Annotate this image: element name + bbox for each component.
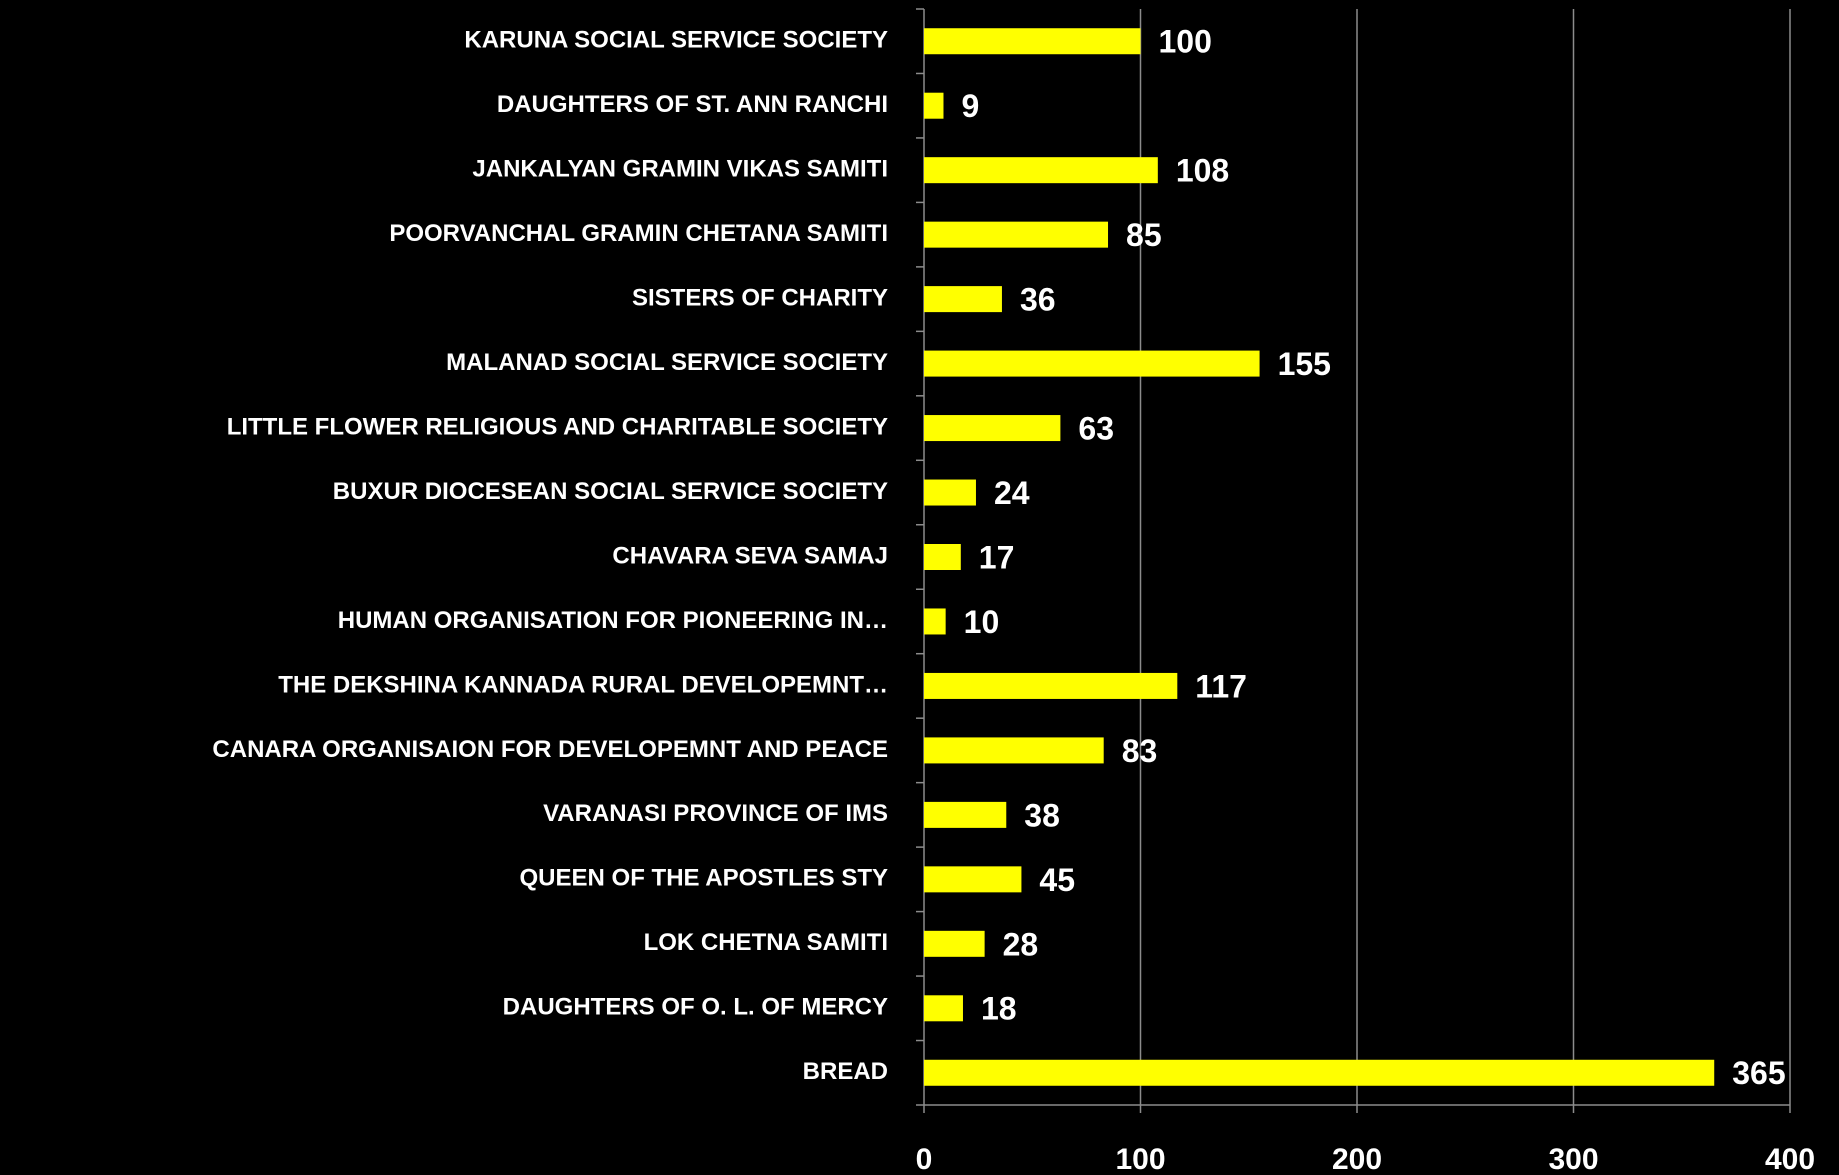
bar: [924, 286, 1002, 313]
value-label: 10: [964, 604, 1000, 640]
bar: [924, 672, 1178, 699]
y-tick-label: MALANAD SOCIAL SERVICE SOCIETY: [446, 349, 888, 376]
y-tick-label: POORVANCHAL GRAMIN CHETANA SAMITI: [389, 220, 888, 247]
value-label: 100: [1159, 24, 1212, 60]
bar: [924, 801, 1007, 828]
bar: [924, 737, 1104, 764]
value-label: 17: [979, 539, 1015, 575]
y-tick-label: DAUGHTERS OF O. L. OF MERCY: [503, 994, 888, 1021]
value-label: 83: [1122, 733, 1158, 769]
bar: [924, 350, 1260, 377]
bar: [924, 930, 985, 957]
bar: [924, 479, 976, 506]
bar: [924, 544, 961, 570]
y-tick-label: CHAVARA SEVA SAMAJ: [612, 542, 888, 569]
bar: [924, 866, 1022, 893]
value-label: 38: [1024, 797, 1060, 833]
y-tick-label: QUEEN OF THE APOSTLES STY: [520, 865, 888, 892]
y-tick-label: CANARA ORGANISAION FOR DEVELOPEMNT AND P…: [212, 736, 888, 763]
y-tick-label: DAUGHTERS OF ST. ANN RANCHI: [497, 91, 888, 118]
bar: [924, 1059, 1715, 1086]
value-label: 18: [981, 991, 1017, 1027]
value-label: 108: [1176, 153, 1229, 189]
y-tick-label: HUMAN ORGANISATION FOR PIONEERING IN…: [338, 607, 888, 634]
value-label: 63: [1078, 411, 1114, 447]
value-label: 85: [1126, 217, 1162, 253]
value-label: 9: [961, 88, 979, 124]
value-label: 155: [1278, 346, 1331, 382]
x-tick-label: 200: [1332, 1143, 1382, 1175]
bar: [924, 995, 963, 1022]
y-tick-label: VARANASI PROVINCE OF IMS: [543, 800, 888, 827]
bar: [924, 157, 1158, 184]
y-tick-label: BUXUR DIOCESEAN SOCIAL SERVICE SOCIETY: [333, 478, 888, 505]
bar: [924, 221, 1109, 248]
bar: [924, 28, 1141, 55]
x-tick-label: 100: [1115, 1143, 1165, 1175]
y-tick-label: BREAD: [803, 1058, 888, 1085]
value-label: 24: [994, 475, 1030, 511]
bar: [924, 415, 1061, 442]
value-label: 45: [1039, 862, 1075, 898]
y-tick-label: JANKALYAN GRAMIN VIKAS SAMITI: [472, 156, 888, 183]
bar: [924, 608, 946, 635]
y-tick-label: SISTERS OF CHARITY: [632, 284, 888, 311]
y-tick-label: LITTLE FLOWER RELIGIOUS AND CHARITABLE S…: [227, 413, 888, 440]
y-tick-label: LOK CHETNA SAMITI: [644, 929, 888, 956]
bar: [924, 92, 944, 119]
value-label: 365: [1732, 1055, 1785, 1091]
x-tick-label: 400: [1765, 1143, 1815, 1175]
x-tick-label: 0: [916, 1143, 933, 1175]
value-label: 36: [1020, 282, 1056, 318]
x-tick-label: 300: [1548, 1143, 1598, 1175]
y-tick-label: THE DEKSHINA KANNADA RURAL DEVELOPEMNT…: [278, 671, 888, 698]
y-tick-label: KARUNA SOCIAL SERVICE SOCIETY: [464, 27, 888, 54]
value-label: 117: [1195, 668, 1247, 704]
value-label: 28: [1003, 926, 1039, 962]
